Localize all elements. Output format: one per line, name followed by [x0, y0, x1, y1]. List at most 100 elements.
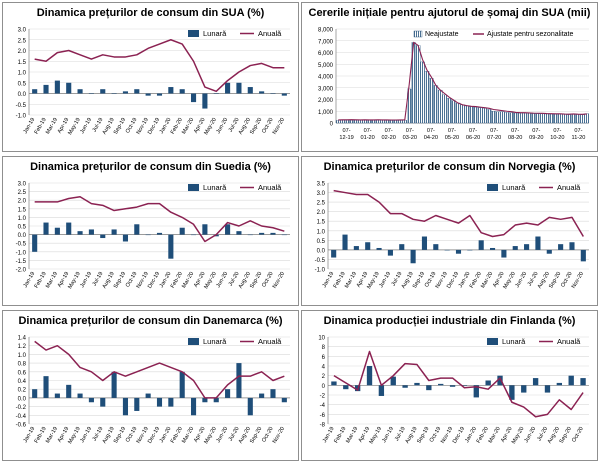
y-tick-label: 1.0	[317, 229, 326, 235]
bar-15	[202, 93, 208, 109]
legend-swatch-bar	[487, 184, 498, 191]
x-tick-label: 07-05-20	[445, 128, 459, 141]
y-tick-label: 0.0	[18, 92, 27, 98]
chart-title: Dinamica prețurilor de consum din SUA (%…	[36, 7, 265, 19]
y-tick-label: 1.2	[18, 344, 27, 350]
x-tick-label: Jun-19	[79, 426, 93, 444]
bar-20	[259, 232, 265, 235]
y-tick-label: 1.0	[18, 71, 27, 77]
x-tick-label: 07-06-20	[466, 128, 480, 141]
bar-11	[455, 249, 462, 254]
bar-18	[236, 231, 242, 235]
bar-54	[575, 114, 581, 124]
bar-10	[145, 93, 151, 96]
bar-17	[225, 389, 231, 398]
bar-15	[202, 397, 208, 403]
y-tick-label: 1.0	[18, 216, 27, 222]
bar-5	[387, 249, 393, 256]
y-tick-label: 3.5	[317, 182, 326, 188]
y-tick-label: -0.2	[16, 405, 27, 411]
bar-6	[100, 397, 106, 407]
y-tick-label: 1.0	[18, 353, 27, 359]
y-tick-label: -0.5	[16, 242, 27, 248]
bar-6	[399, 244, 405, 250]
bar-27	[455, 102, 461, 124]
bar-22	[433, 85, 439, 124]
bar-13	[393, 120, 399, 124]
bar-3	[349, 120, 354, 124]
y-tick-label: -0.6	[16, 423, 27, 429]
bar-21	[270, 232, 276, 235]
y-tick-label: 2.0	[317, 210, 326, 216]
bar-46	[540, 113, 545, 124]
bar-3	[366, 366, 373, 386]
chart-svg: -1.0-0.50.00.51.01.52.02.53.0Jan-19Feb-1…	[16, 28, 290, 136]
bar-41	[518, 112, 523, 124]
x-tick-label: 07-03-20	[403, 128, 417, 141]
bar-19	[247, 87, 253, 94]
y-tick-label: 8,000	[318, 28, 334, 34]
bar-11	[384, 120, 390, 124]
x-tick-label: 07-04-20	[424, 128, 438, 141]
bar-10	[449, 385, 456, 387]
y-tick-label: 7,000	[318, 39, 334, 45]
bar-5	[88, 229, 94, 235]
legend-label: Lunară	[502, 183, 526, 192]
y-tick-label: 0.5	[317, 239, 326, 245]
bar-2	[353, 246, 359, 250]
x-tick-label: 07-12-19	[339, 128, 353, 141]
bar-36	[495, 111, 501, 124]
bar-19	[556, 382, 563, 386]
bar-53	[571, 114, 576, 124]
legend-swatch-bar	[188, 30, 199, 37]
bar-13	[179, 371, 185, 398]
chart-title: Dinamica prețurilor de consum din Danema…	[18, 315, 283, 327]
chart-panel-usa-jobless-claims: Cererile inițiale pentru ajutorul de șom…	[301, 2, 598, 152]
bar-14	[497, 375, 503, 386]
bar-38	[504, 112, 510, 124]
bar-49	[553, 114, 558, 124]
chart-panel-finland-industrial: Dinamica producției industriale din Finl…	[301, 310, 598, 461]
bar-13	[179, 227, 185, 235]
chart-svg: -2.0-1.5-1.0-0.50.00.51.01.52.02.53.0Jan…	[16, 182, 290, 290]
x-tick-label: 07-01-20	[360, 128, 374, 141]
y-tick-label: 2.0	[18, 199, 27, 205]
y-tick-label: 6	[322, 355, 326, 361]
y-tick-label: 0.0	[317, 248, 326, 254]
legend-label: Ajustate pentru sezonalitate	[487, 31, 573, 38]
bar-26	[451, 100, 456, 124]
bar-10	[444, 249, 450, 251]
bar-4	[77, 393, 83, 398]
bar-5	[390, 376, 396, 386]
series-line-annual	[333, 350, 584, 418]
bar-12	[467, 249, 473, 251]
y-tick-label: 4	[322, 365, 326, 371]
y-tick-label: -1.0	[16, 114, 27, 120]
bar-19	[420, 61, 425, 124]
x-tick-label: Mar-19	[345, 426, 359, 444]
bar-3	[66, 222, 72, 235]
chart-panel-sweden-cpi: Dinamica prețurilor de consum din Suedia…	[2, 156, 299, 306]
bar-19	[546, 249, 552, 254]
bar-17	[524, 244, 530, 250]
bar-21	[270, 93, 276, 94]
bar-13	[485, 380, 491, 386]
bar-56	[584, 113, 589, 124]
y-tick-label: 6,000	[318, 51, 334, 57]
y-tick-label: -0.4	[16, 414, 27, 420]
bar-51	[562, 114, 567, 124]
bar-12	[389, 120, 394, 124]
bar-21	[270, 389, 276, 398]
legend-swatch-bar	[413, 30, 423, 38]
bar-1	[43, 376, 49, 398]
x-tick-label: Jun-19	[378, 271, 392, 289]
bar-21	[569, 242, 575, 250]
x-tick-label: 07-09-20	[529, 128, 543, 141]
bar-20	[558, 244, 564, 250]
bar-8	[421, 236, 428, 250]
bar-45	[535, 113, 541, 124]
y-tick-label: 3,000	[318, 86, 334, 92]
bar-18	[535, 236, 541, 250]
bar-4	[77, 89, 83, 94]
legend-label: Anuală	[258, 183, 282, 192]
